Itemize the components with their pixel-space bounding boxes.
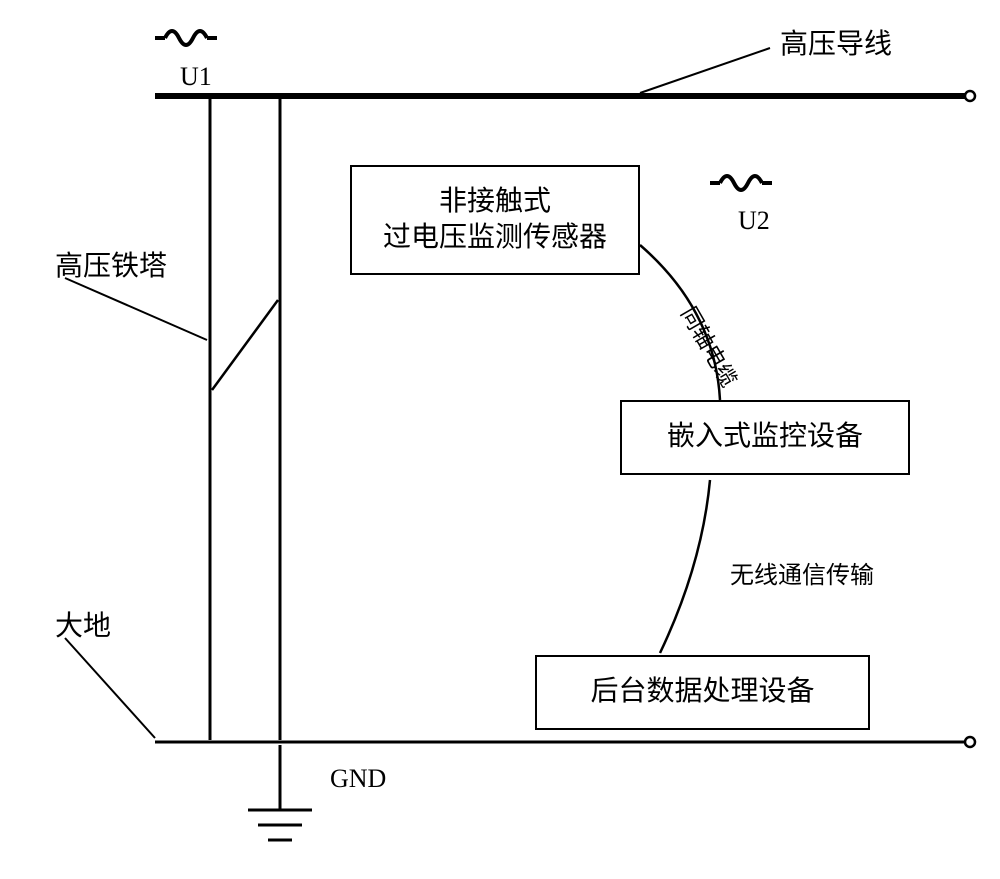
tower-label: 高压铁塔 — [55, 244, 167, 284]
wire-leader — [640, 48, 770, 93]
wire-end-dot — [965, 91, 975, 101]
tower-leader — [65, 278, 207, 340]
tower-brace — [212, 300, 278, 390]
u1-label: U1 — [180, 62, 212, 92]
u2-wave-icon — [710, 176, 772, 190]
backend-processing-box: 后台数据处理设备 — [535, 655, 870, 730]
sensor-box: 非接触式 过电压监测传感器 — [350, 165, 640, 275]
embedded-device-text: 嵌入式监控设备 — [667, 419, 863, 455]
embedded-device-box: 嵌入式监控设备 — [620, 400, 910, 475]
earth-leader — [65, 638, 155, 738]
ground-end-dot — [965, 737, 975, 747]
u1-wave-icon — [155, 31, 217, 45]
hv-wire-label: 高压导线 — [780, 22, 892, 62]
sensor-line2: 过电压监测传感器 — [383, 220, 607, 256]
u2-label: U2 — [738, 206, 770, 236]
gnd-label: GND — [330, 764, 386, 794]
earth-label: 大地 — [55, 604, 111, 644]
wireless-curve — [660, 480, 710, 653]
sensor-line1: 非接触式 — [439, 184, 551, 220]
backend-processing-text: 后台数据处理设备 — [590, 674, 814, 710]
wireless-label: 无线通信传输 — [730, 555, 874, 590]
